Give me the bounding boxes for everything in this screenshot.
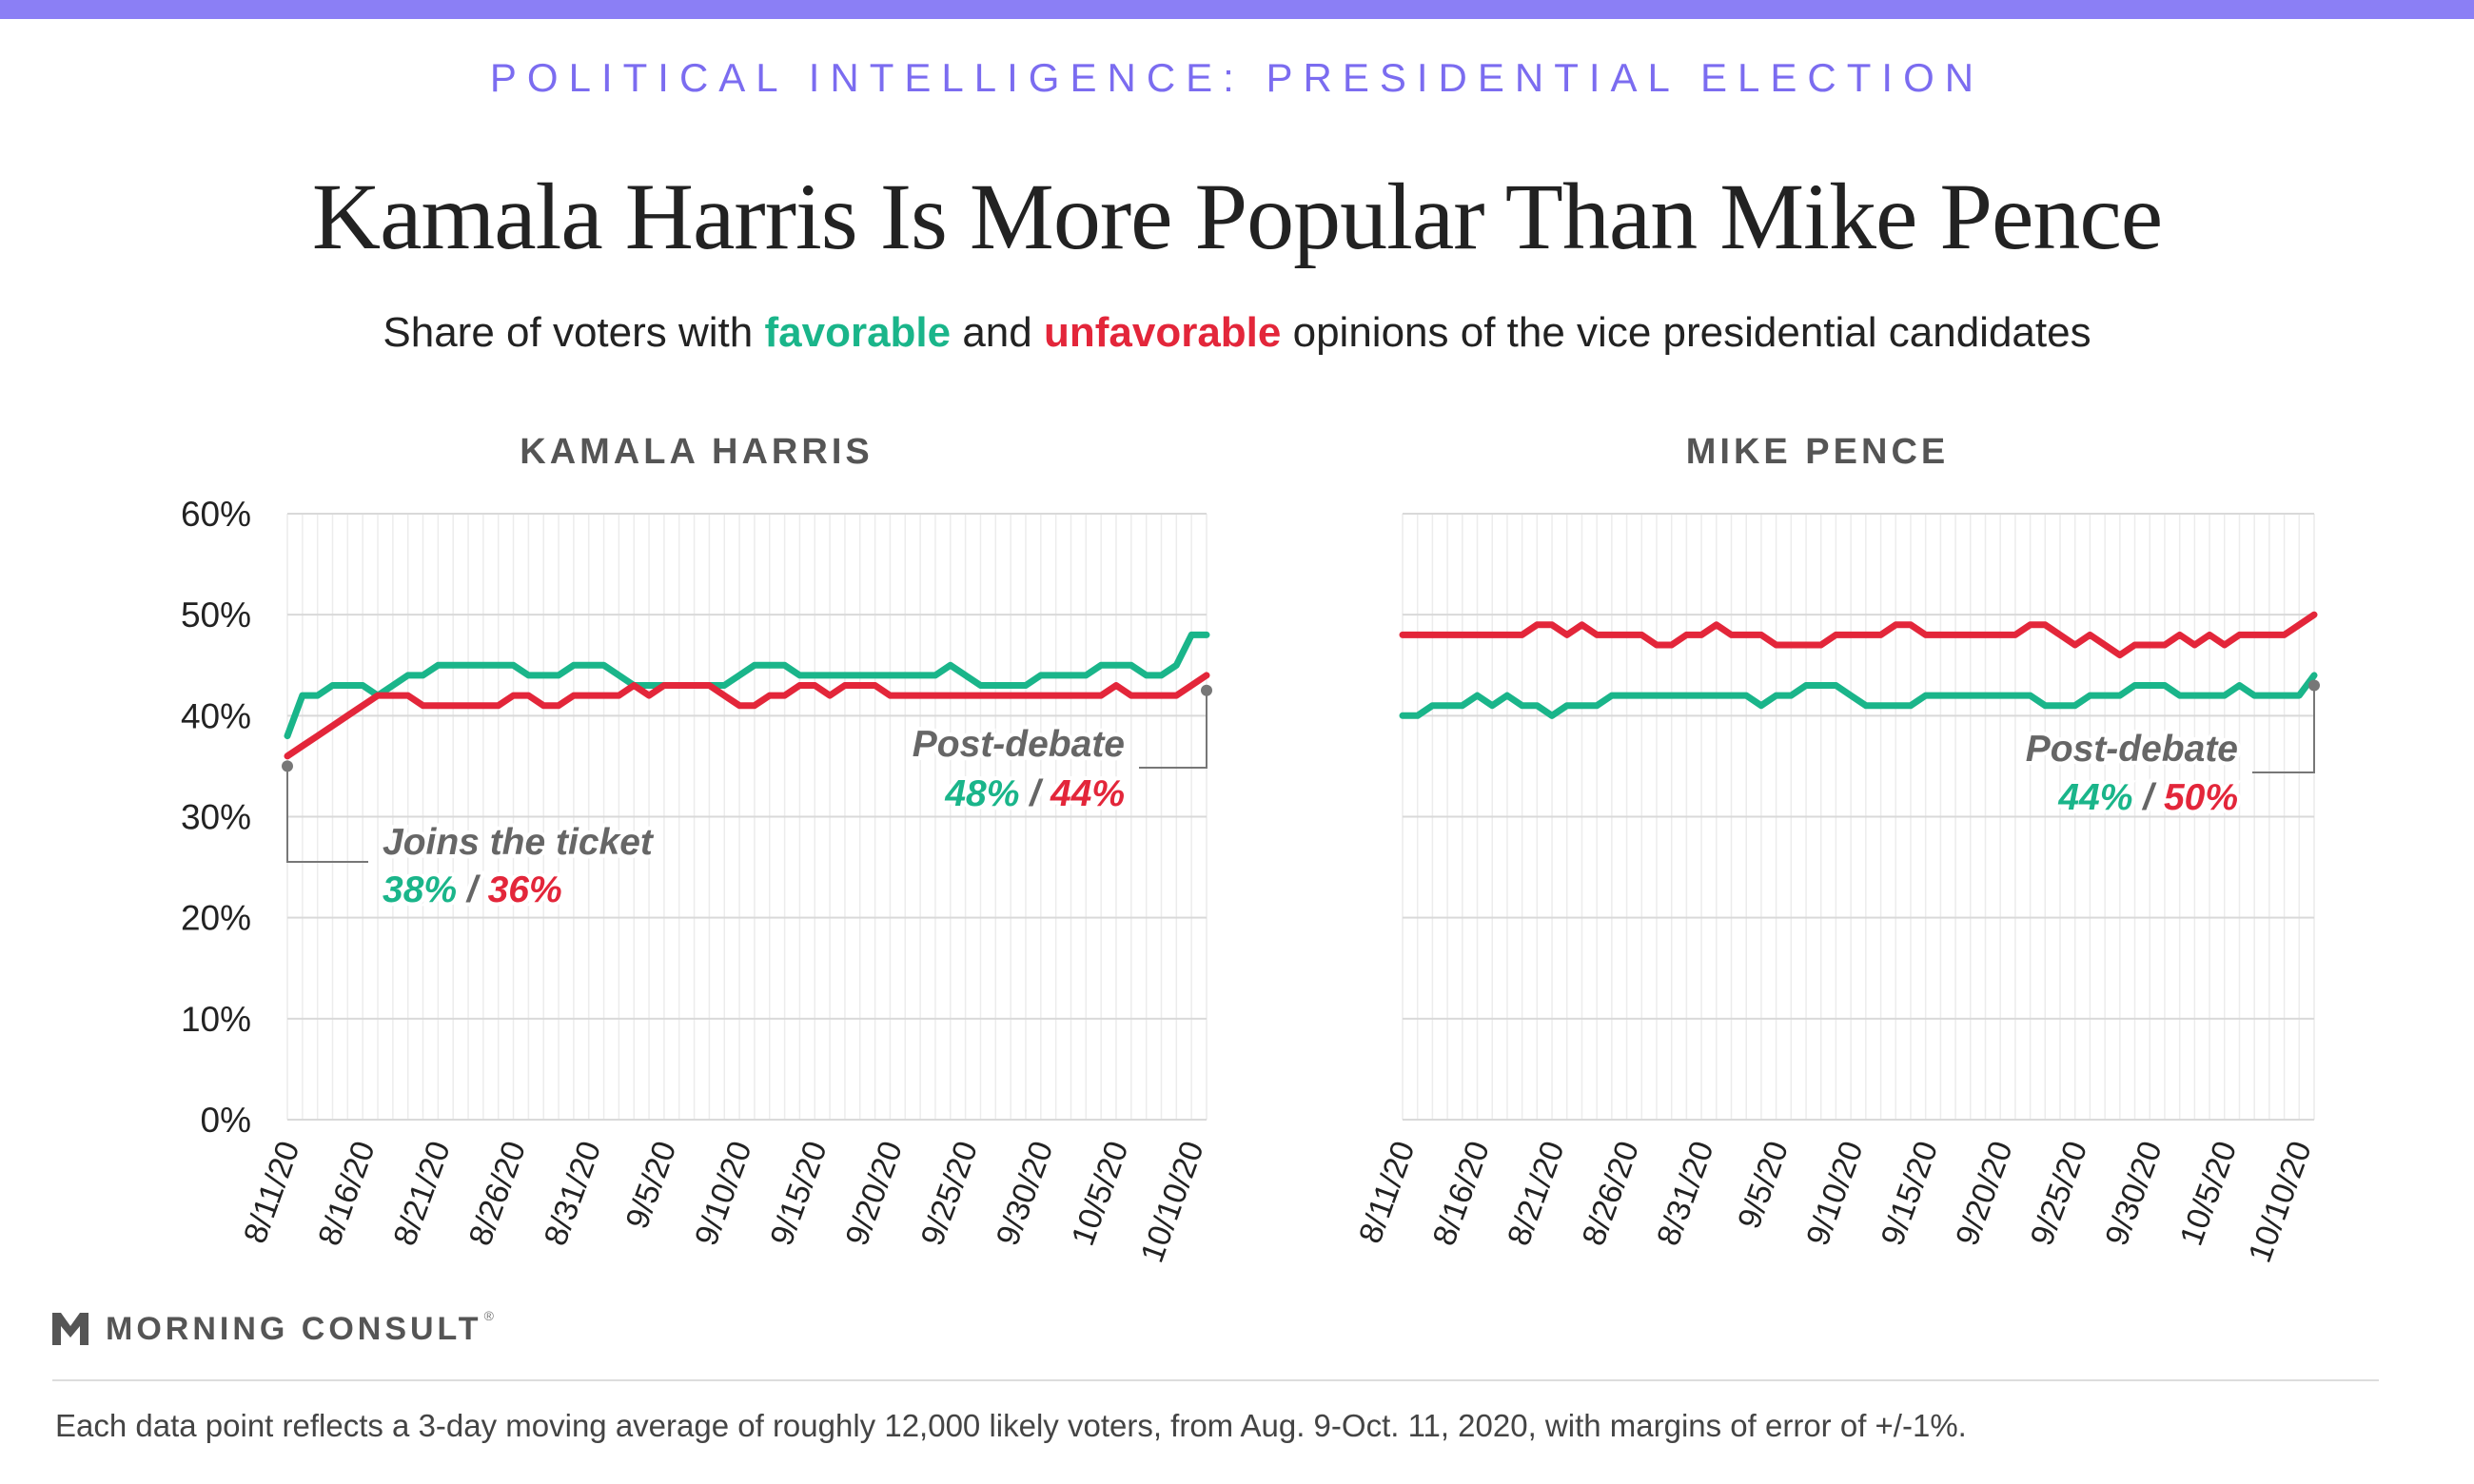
- annotation-point: [2308, 679, 2320, 692]
- x-tick-label: 9/15/20: [1875, 1137, 1946, 1251]
- series-line-favorable: [1399, 672, 2318, 719]
- y-tick-label: 10%: [181, 1000, 251, 1039]
- subtitle-favorable: favorable: [764, 309, 952, 356]
- y-tick-label: 50%: [181, 596, 251, 635]
- series-line-favorable: [284, 631, 1210, 740]
- annotation-point: [1201, 684, 1212, 696]
- annotation-label: Post-debate: [2026, 729, 2238, 770]
- annotation-unfavorable-value: 36%: [488, 869, 562, 910]
- x-tick-label: 8/26/20: [1576, 1137, 1647, 1251]
- annotation-values: 44% / 50%: [2057, 777, 2238, 818]
- x-tick-label: 8/11/20: [237, 1137, 307, 1248]
- morning-consult-m-icon: [52, 1313, 88, 1345]
- x-tick-label: 8/31/20: [538, 1137, 609, 1251]
- kicker: POLITICAL INTELLIGENCE: PRESIDENTIAL ELE…: [489, 55, 1985, 100]
- subtitle-pre: Share of voters with: [383, 309, 765, 356]
- y-tick-label: 60%: [181, 495, 251, 534]
- x-tick-label: 8/21/20: [1501, 1137, 1572, 1251]
- y-tick-label: 20%: [181, 899, 251, 938]
- annotation-label: Post-debate: [913, 724, 1125, 765]
- annotation-separator: /: [1019, 773, 1050, 814]
- subtitle-unfavorable: unfavorable: [1043, 309, 1282, 356]
- x-tick-label: 9/30/20: [990, 1137, 1061, 1251]
- annotation-label: Joins the ticket: [383, 822, 655, 863]
- x-tick-label: 10/10/20: [1134, 1137, 1211, 1267]
- x-tick-label: 9/25/20: [914, 1137, 986, 1251]
- y-tick-label: 40%: [181, 696, 251, 735]
- x-tick-label: 10/10/20: [2242, 1137, 2319, 1267]
- x-tick-label: 8/26/20: [462, 1137, 534, 1251]
- morning-consult-logo: MORNING CONSULT ®: [52, 1308, 494, 1350]
- x-tick-label: 9/10/20: [688, 1137, 759, 1251]
- x-tick-label: 9/20/20: [1949, 1137, 2020, 1251]
- x-tick-label: 9/5/20: [1731, 1137, 1796, 1234]
- annotation-favorable-value: 38%: [383, 869, 457, 910]
- chart-1: MIKE PENCE 8/11/20 8/16/20 8/21/20 8/26/20 8/…: [1352, 432, 2320, 1267]
- logo-registered-mark: ®: [483, 1308, 494, 1323]
- x-tick-label: 8/21/20: [386, 1137, 458, 1251]
- subtitle-mid: and: [951, 309, 1044, 356]
- annotation-separator: /: [457, 869, 488, 910]
- x-tick-label: 10/5/20: [2173, 1137, 2245, 1251]
- x-tick-label: 9/30/20: [2098, 1137, 2170, 1251]
- top-accent-bar: [0, 0, 2474, 19]
- x-tick-label: 10/5/20: [1065, 1137, 1136, 1251]
- x-tick-label: 8/16/20: [1426, 1137, 1498, 1251]
- page-title: Kamala Harris Is More Popular Than Mike …: [311, 164, 2163, 269]
- x-tick-label: 9/15/20: [763, 1137, 834, 1251]
- subtitle-post: opinions of the vice presidential candid…: [1281, 309, 2091, 356]
- annotation-unfavorable-value: 44%: [1050, 773, 1125, 814]
- annotation-values: 48% / 44%: [944, 773, 1125, 814]
- series-line-unfavorable: [1399, 611, 2318, 659]
- annotation-values: 38% / 36%: [383, 869, 562, 910]
- x-tick-label: 8/16/20: [311, 1137, 383, 1251]
- annotation-connector: [1139, 690, 1208, 769]
- y-tick-label: 30%: [181, 798, 251, 837]
- annotation-unfavorable-value: 50%: [2164, 777, 2238, 818]
- footnote: Each data point reflects a 3-day moving …: [55, 1408, 1967, 1443]
- y-tick-label: 0%: [201, 1101, 251, 1140]
- annotation-favorable-value: 48%: [944, 773, 1019, 814]
- x-tick-label: 9/25/20: [2024, 1137, 2095, 1251]
- annotation-connector: [286, 766, 368, 863]
- logo-text: MORNING CONSULT: [106, 1310, 482, 1347]
- x-tick-label: 9/10/20: [1799, 1137, 1871, 1251]
- x-tick-label: 8/31/20: [1650, 1137, 1721, 1251]
- footer-divider: [52, 1379, 2379, 1381]
- series-line-unfavorable: [284, 672, 1210, 760]
- x-tick-label: 9/20/20: [838, 1137, 910, 1251]
- x-tick-label: 9/5/20: [618, 1137, 683, 1234]
- x-tick-label: 8/11/20: [1352, 1137, 1423, 1248]
- annotation-point: [282, 760, 293, 772]
- chart-title: MIKE PENCE: [1686, 432, 1949, 472]
- chart-title: KAMALA HARRIS: [520, 432, 873, 472]
- chart-0: KAMALA HARRIS 0% 10% 20% 30% 40% 50% 60% 8/11/20…: [181, 432, 1212, 1267]
- annotation-connector: [2252, 685, 2315, 773]
- subtitle: Share of voters with favorable and unfav…: [0, 309, 2474, 357]
- annotation-separator: /: [2132, 777, 2164, 818]
- annotation-favorable-value: 44%: [2057, 777, 2132, 818]
